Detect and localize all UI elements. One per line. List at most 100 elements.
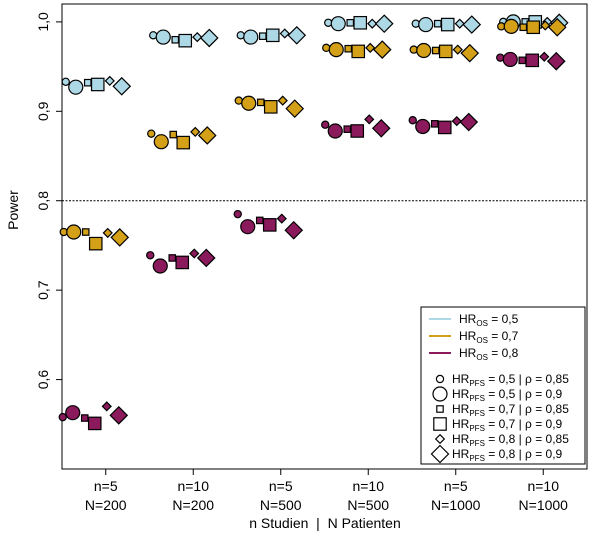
data-point <box>81 228 90 236</box>
data-point <box>353 15 368 30</box>
data-point <box>110 228 130 247</box>
data-point <box>256 98 265 107</box>
data-point <box>68 79 84 95</box>
data-point <box>287 25 307 45</box>
data-point <box>80 414 89 422</box>
legend-color-label: HROS = 0,7 <box>459 329 519 345</box>
data-point <box>88 236 103 251</box>
x-tick-label: N=1000 <box>519 497 569 513</box>
data-point <box>233 209 242 219</box>
x-axis: n=5 N=200 n=10 N=200 n=5 N=500 n=10 N=500 n=5 N=1… <box>85 469 568 513</box>
data-point <box>102 227 113 239</box>
legend-color-label: HROS = 0,5 <box>459 312 519 328</box>
data-point <box>255 216 264 225</box>
data-point <box>146 251 155 260</box>
x-tick-label: n=5 <box>94 478 118 494</box>
data-point <box>346 18 355 27</box>
data-point <box>147 129 156 138</box>
data-point <box>344 44 353 53</box>
x-tick-label: N=200 <box>85 497 127 513</box>
data-point <box>61 77 70 86</box>
data-point <box>539 51 550 62</box>
data-point <box>518 56 527 65</box>
data-point <box>168 254 177 262</box>
x-tick-label: n=10 <box>352 478 384 494</box>
data-point <box>190 126 201 138</box>
data-point <box>265 28 280 43</box>
data-point <box>262 218 277 232</box>
y-axis-label: Power <box>5 190 21 230</box>
legend-shape-label: HRPFS = 0,5 | ρ = 0,85 <box>452 372 569 388</box>
legend-color-label: HROS = 0,8 <box>459 346 519 362</box>
plot-area <box>61 3 588 470</box>
x-tick-label: n=10 <box>177 478 209 494</box>
data-point <box>321 120 330 129</box>
data-point <box>547 17 567 37</box>
data-point <box>525 53 540 68</box>
data-point <box>365 42 376 53</box>
data-point <box>104 75 115 87</box>
data-point <box>438 44 453 59</box>
data-point <box>351 44 366 59</box>
legend-shape-label: HRPFS = 0,8 | ρ = 0,9 <box>452 447 563 463</box>
data-point <box>367 18 378 29</box>
data-point <box>526 20 541 35</box>
legend-shape-marker <box>434 433 446 445</box>
data-point <box>87 416 102 431</box>
x-tick-label: n=5 <box>269 478 293 494</box>
data-point <box>418 16 434 33</box>
data-point <box>155 29 171 45</box>
data-point <box>371 118 391 138</box>
data-point <box>258 32 267 40</box>
x-tick-label: N=500 <box>347 497 389 513</box>
data-point <box>284 220 304 240</box>
data-point <box>241 95 257 111</box>
data-point <box>364 114 375 125</box>
legend-shape-marker <box>430 444 450 464</box>
legend-shape-label: HRPFS = 0,7 | ρ = 0,85 <box>452 402 569 418</box>
data-point <box>263 100 278 114</box>
y-axis: 0,6 0,7 0,8 0,9 1,0 <box>35 12 62 389</box>
data-point <box>192 31 203 43</box>
data-point <box>279 28 290 39</box>
legend-shape-marker <box>433 417 447 431</box>
data-point <box>199 28 219 48</box>
data-point <box>189 248 200 259</box>
data-point <box>460 43 480 63</box>
data-point <box>350 124 365 138</box>
data-point <box>175 255 190 270</box>
data-point <box>519 23 528 32</box>
data-point <box>90 77 105 92</box>
data-point <box>452 44 463 55</box>
legend-shape-marker <box>432 386 448 402</box>
data-point <box>440 17 455 32</box>
data-point <box>502 51 518 68</box>
plot-border <box>61 3 588 470</box>
data-point <box>540 20 551 31</box>
data-point <box>328 42 344 58</box>
data-point <box>109 405 129 425</box>
y-tick-label: 1,0 <box>35 12 51 32</box>
data-point <box>178 33 193 48</box>
legend-shape-label: HRPFS = 0,8 | ρ = 0,85 <box>452 432 569 448</box>
data-point <box>277 95 288 106</box>
data-point <box>372 40 392 59</box>
data-point <box>327 123 343 139</box>
data-point <box>416 42 432 59</box>
x-axis-label: n Studien | N Patienten <box>249 515 401 531</box>
data-point <box>462 15 482 34</box>
data-point <box>415 118 431 135</box>
data-point <box>66 224 82 240</box>
y-tick-label: 0,6 <box>35 370 51 390</box>
data-point <box>374 14 394 34</box>
legend-shape-marker <box>436 405 444 413</box>
data-point <box>433 19 442 28</box>
x-tick-label: N=1000 <box>431 497 481 513</box>
legend-shape-marker <box>435 374 445 384</box>
data-point <box>285 99 305 118</box>
data-point <box>58 412 67 422</box>
data-point <box>197 126 217 145</box>
data-point <box>196 248 216 268</box>
